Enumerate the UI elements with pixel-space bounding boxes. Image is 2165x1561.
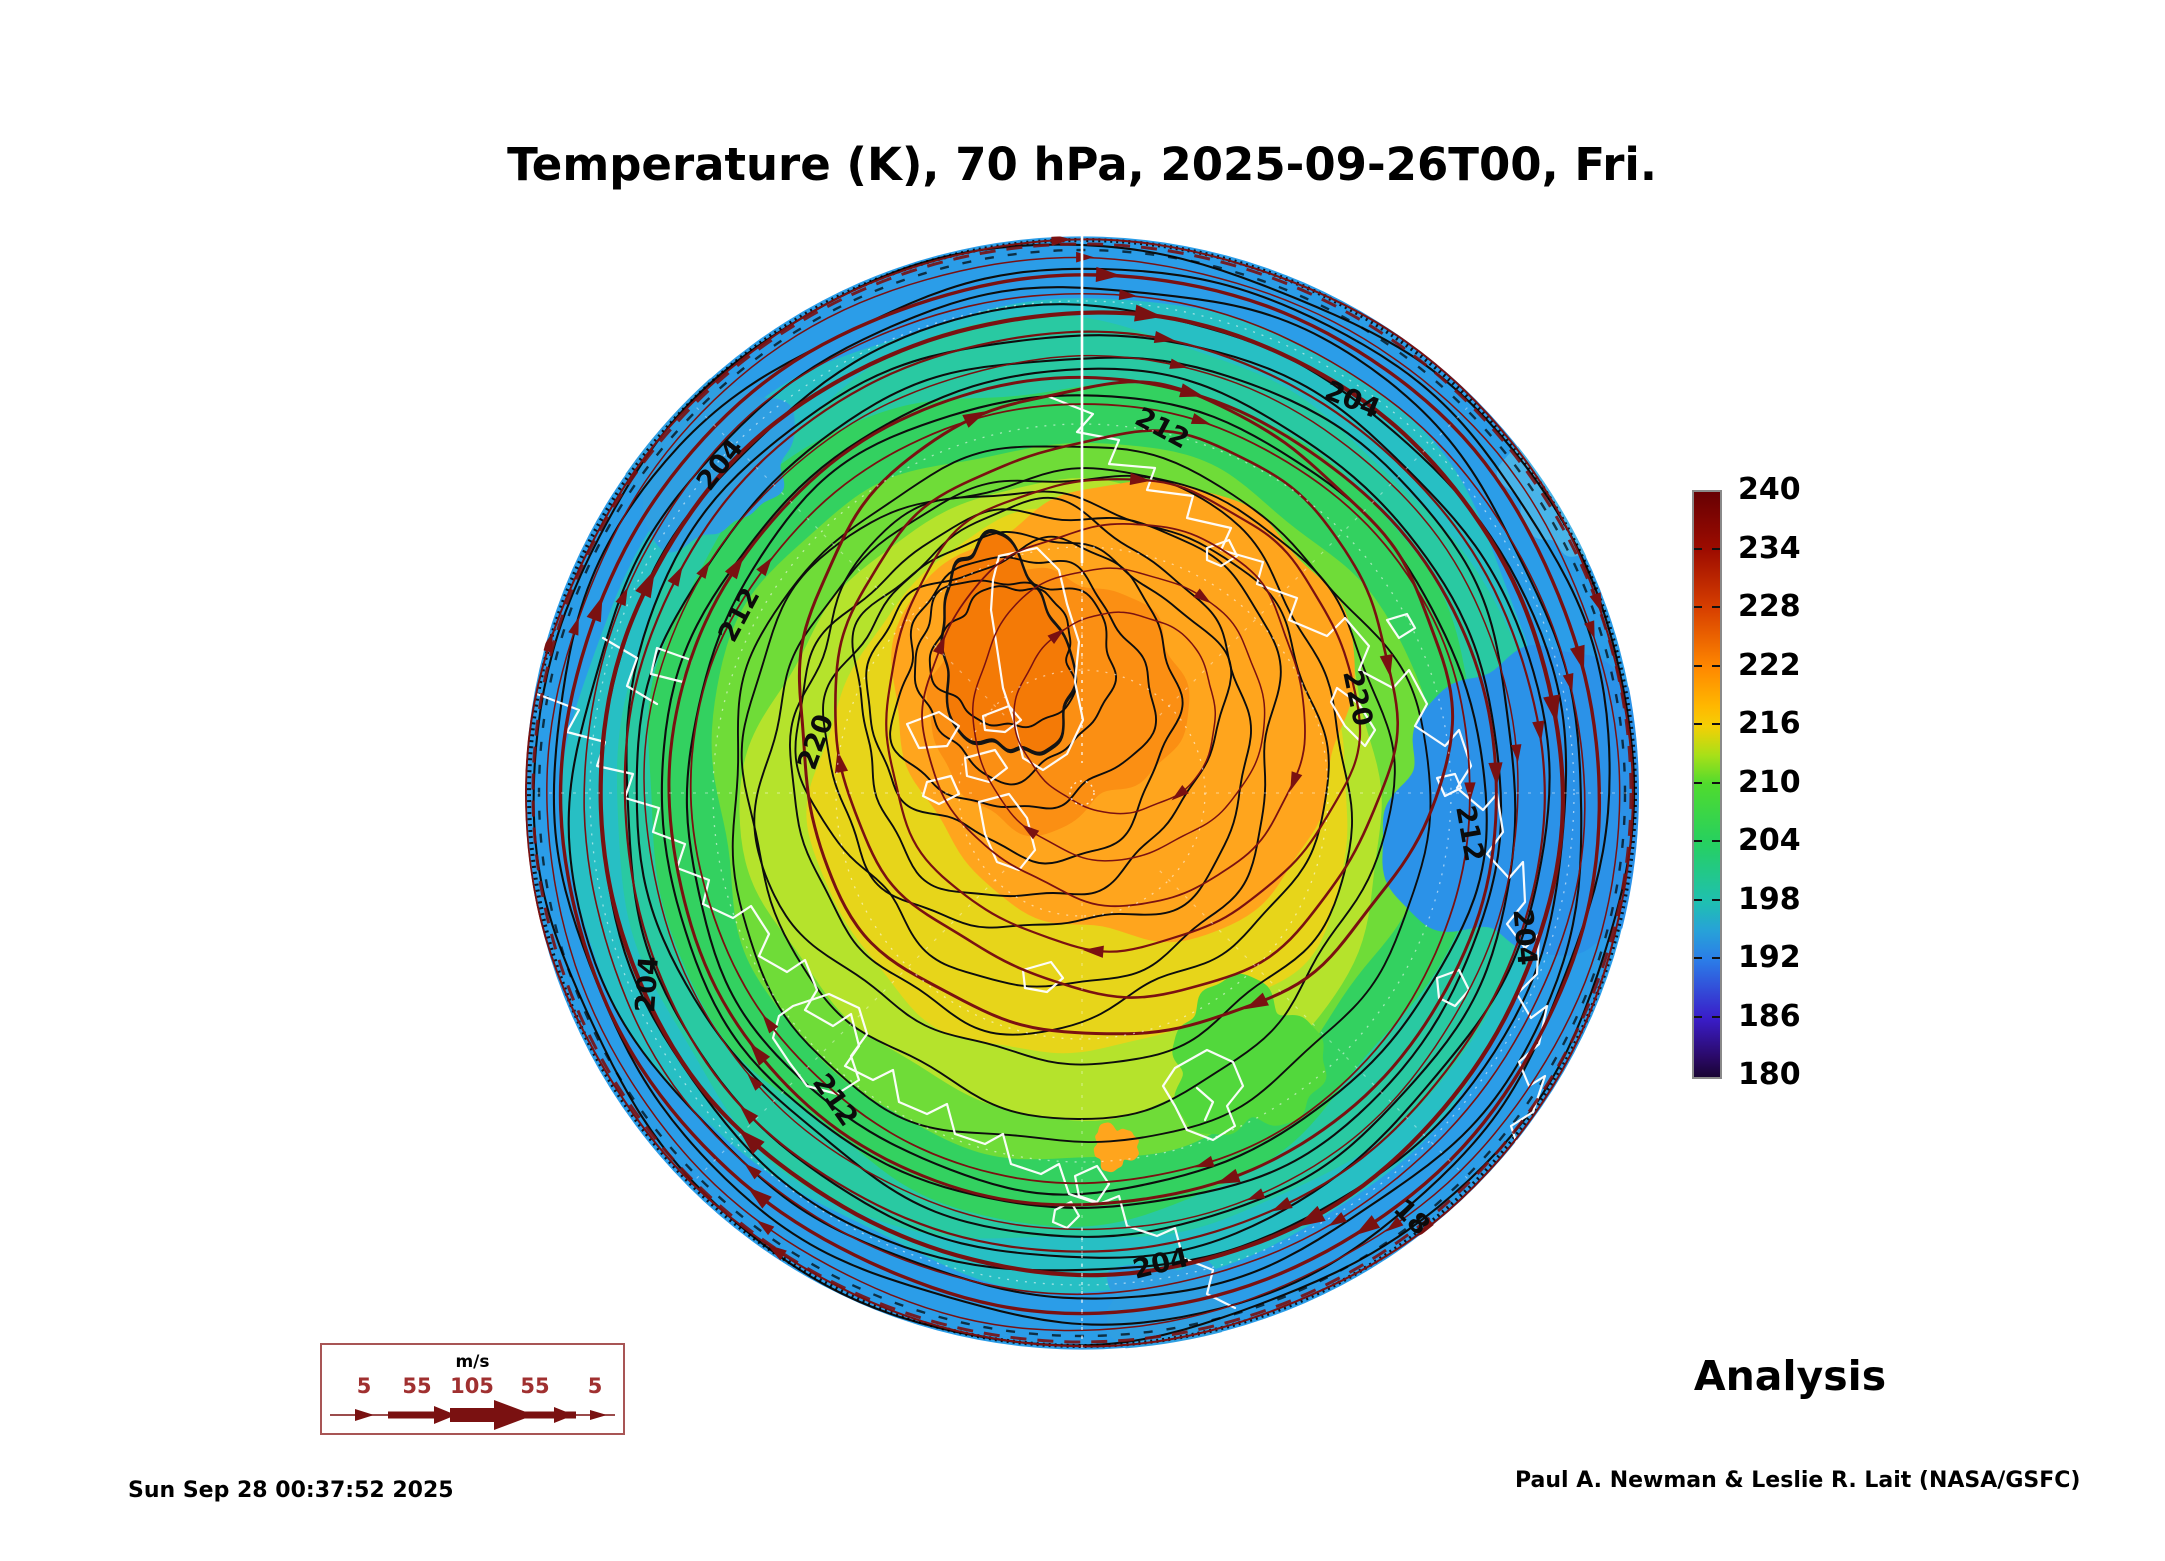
wind-speed-value: 5 — [587, 1374, 603, 1398]
colorbar-tick-mark — [1694, 664, 1702, 667]
author-credit: Paul A. Newman & Leslie R. Lait (NASA/GS… — [1515, 1468, 2081, 1493]
colorbar-tick-mark — [1694, 606, 1702, 608]
colorbar-tick-label: 198 — [1738, 881, 1801, 917]
colorbar-tick-label: 240 — [1738, 472, 1801, 507]
creation-timestamp: Sun Sep 28 00:37:52 2025 — [128, 1478, 454, 1503]
coast-siberian-island-2 — [1435, 772, 1463, 798]
colorbar-tick-mark — [1712, 898, 1720, 901]
figure-title: Temperature (K), 70 hPa, 2025-09-26T00, … — [507, 138, 1657, 191]
colorbar-tick-label: 222 — [1738, 647, 1801, 683]
colorbar-tick-mark — [1694, 957, 1702, 959]
colorbar-tick-mark — [1712, 723, 1720, 725]
colorbar-gradient — [1692, 490, 1722, 1079]
colorbar-tick-mark — [1712, 1015, 1720, 1018]
colorbar-tick-label: 228 — [1738, 589, 1801, 624]
coast-baltic — [1195, 1086, 1215, 1122]
coast-scandinavia — [1161, 1048, 1245, 1142]
wind-speed-value: 105 — [450, 1374, 494, 1398]
coast-uk — [1073, 1164, 1111, 1204]
colorbar-tick-mark — [1694, 547, 1702, 550]
colorbar-tick-mark — [1712, 840, 1720, 842]
colorbar: 240 234 228 222 216 210 204 198 192 186 180 — [1692, 472, 1842, 1101]
colorbar-tick-label: 234 — [1738, 530, 1801, 566]
colorbar-tick-mark — [1712, 957, 1720, 959]
wind-arrow-glyph — [330, 1400, 615, 1430]
colorbar-tick-mark — [1712, 664, 1720, 667]
wind-speed-value: 5 — [356, 1374, 372, 1398]
colorbar-tick-label: 186 — [1738, 998, 1801, 1034]
coast-siberian-island-1 — [1385, 612, 1417, 640]
wind-speed-value: 55 — [520, 1374, 550, 1398]
colorbar-tick-mark — [1694, 723, 1702, 725]
wind-scale-legend: m/s 5 55 105 55 5 — [320, 1343, 625, 1435]
coast-eurasia — [1045, 394, 1549, 1172]
coast-iceland — [1021, 960, 1065, 994]
colorbar-tick-mark — [1712, 606, 1720, 608]
colorbar-tick-mark — [1694, 898, 1702, 901]
contour-label: 204 — [1507, 908, 1543, 967]
coast-baffin — [977, 792, 1037, 872]
coast-hudson-bay — [771, 992, 869, 1096]
colorbar-tick-label: 204 — [1738, 823, 1801, 858]
coast-arctic-island-1 — [905, 710, 961, 750]
coast-north-america — [535, 692, 1237, 1310]
colorbar-tick-mark — [1694, 1015, 1702, 1018]
wind-streamline-layer — [525, 236, 1634, 1348]
wind-units-label: m/s — [455, 1352, 490, 1372]
contour-label: 204 — [630, 955, 665, 1013]
colorbar-tick-label: 210 — [1738, 764, 1801, 800]
wind-speed-values: 5 55 105 55 5 — [322, 1374, 623, 1398]
colorbar-tick-mark — [1712, 781, 1720, 784]
colorbar-tick-label: 192 — [1738, 940, 1801, 975]
wind-speed-value: 55 — [402, 1374, 432, 1398]
colorbar-tick-label: 216 — [1738, 706, 1801, 741]
colorbar-tick-label: 180 — [1738, 1057, 1801, 1092]
coast-arctic-island-4 — [981, 704, 1023, 734]
coast-svalbard — [1205, 538, 1239, 568]
colorbar-tick-mark — [1694, 840, 1702, 842]
coast-arctic-island-2 — [963, 748, 1009, 784]
coast-ireland — [1051, 1200, 1081, 1230]
coast-arctic-island-3 — [921, 774, 961, 806]
coast-novaya-zemlya — [1329, 686, 1377, 748]
analysis-mode-label: Analysis — [1693, 1352, 1887, 1400]
coast-greenland — [989, 546, 1085, 772]
colorbar-tick-mark — [1694, 781, 1702, 784]
colorbar-tick-mark — [1712, 547, 1720, 550]
